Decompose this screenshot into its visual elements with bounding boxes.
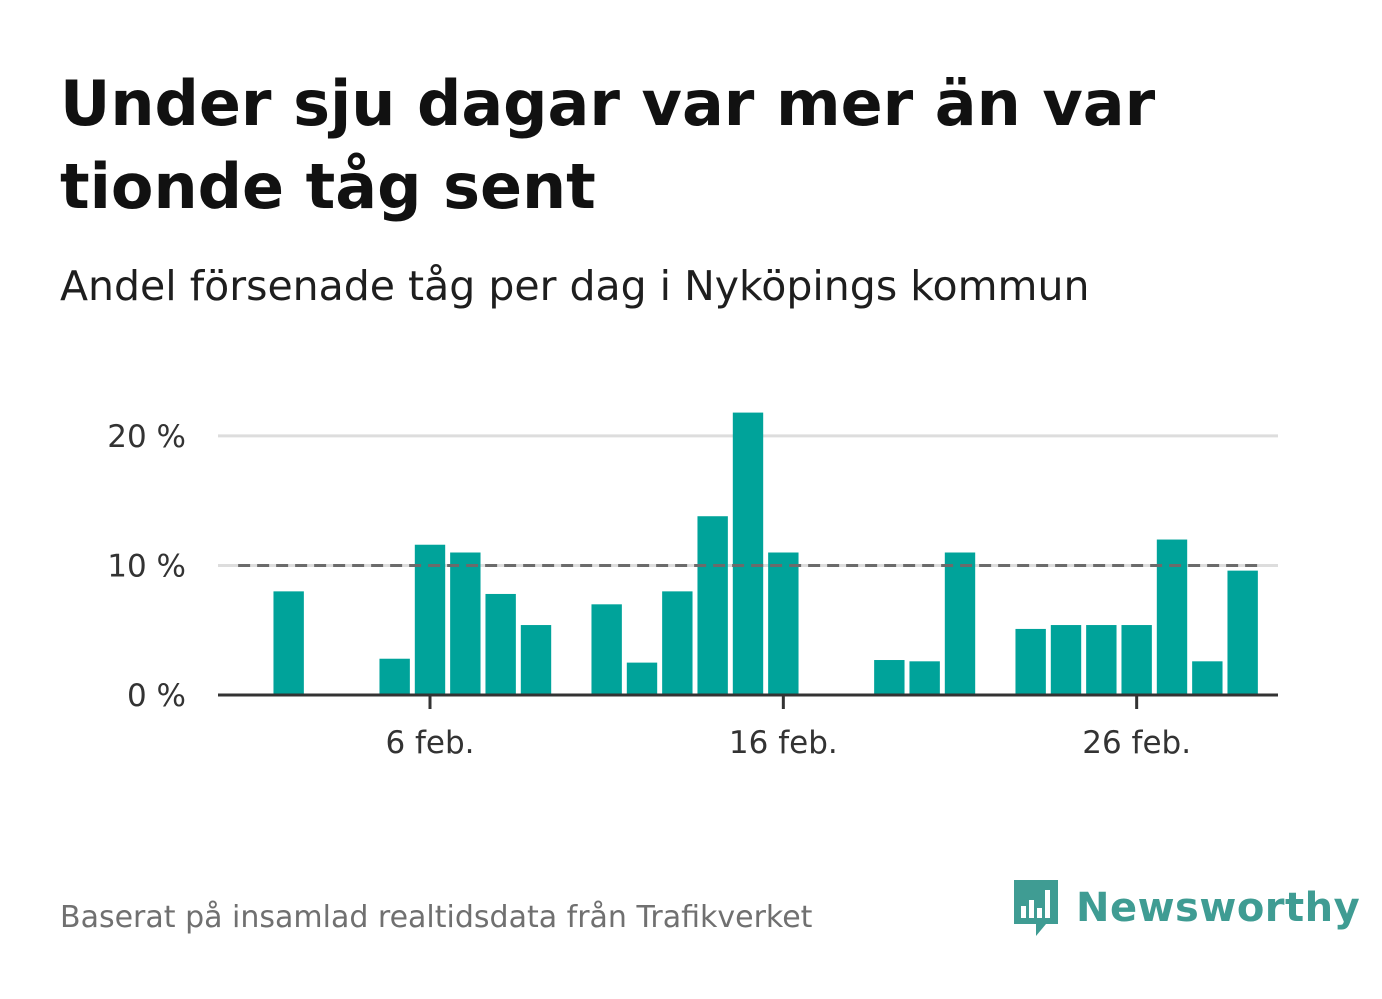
y-tick-label: 20 % (107, 419, 186, 455)
x-axis (218, 693, 1278, 709)
brand-name: Newsworthy (1076, 885, 1361, 931)
newsworthy-logo-icon (1014, 880, 1058, 936)
bar (520, 625, 552, 695)
bar (1121, 625, 1152, 695)
bar (1227, 570, 1258, 695)
bars (273, 412, 1258, 695)
x-tick-label: 6 feb. (385, 725, 474, 761)
bar (662, 591, 693, 695)
y-tick-label: 0 % (127, 678, 186, 714)
bar (591, 604, 622, 695)
brand-logo[interactable]: Newsworthy (1010, 876, 1360, 940)
bar (697, 516, 728, 695)
source-note: Baserat på insamlad realtidsdata från Tr… (60, 900, 813, 935)
x-tick-label: 16 feb. (729, 725, 838, 761)
bar-chart: 0 % 10 % 20 % 6 feb. 16 feb. 26 feb. (107, 412, 1278, 761)
bar (414, 544, 446, 695)
bar (626, 662, 658, 695)
bar (379, 658, 410, 695)
bar (1086, 625, 1117, 695)
bar (874, 660, 905, 695)
bar (732, 412, 764, 695)
bar (944, 552, 976, 695)
bar (450, 552, 481, 695)
tick-labels: 0 % 10 % 20 % 6 feb. 16 feb. 26 feb. (107, 419, 1191, 761)
bar (1192, 661, 1223, 695)
x-tick-label: 26 feb. (1082, 725, 1191, 761)
bar (768, 552, 799, 695)
bar (1015, 628, 1046, 695)
bar (909, 661, 940, 695)
bar (485, 593, 516, 695)
y-tick-label: 10 % (107, 548, 186, 584)
bar (273, 591, 304, 695)
chart-title: Under sju dagar var mer än var tionde tå… (60, 67, 1156, 223)
bar (1156, 539, 1188, 695)
bar (1050, 625, 1082, 695)
chart-subtitle: Andel försenade tåg per dag i Nyköpings … (60, 262, 1090, 310)
